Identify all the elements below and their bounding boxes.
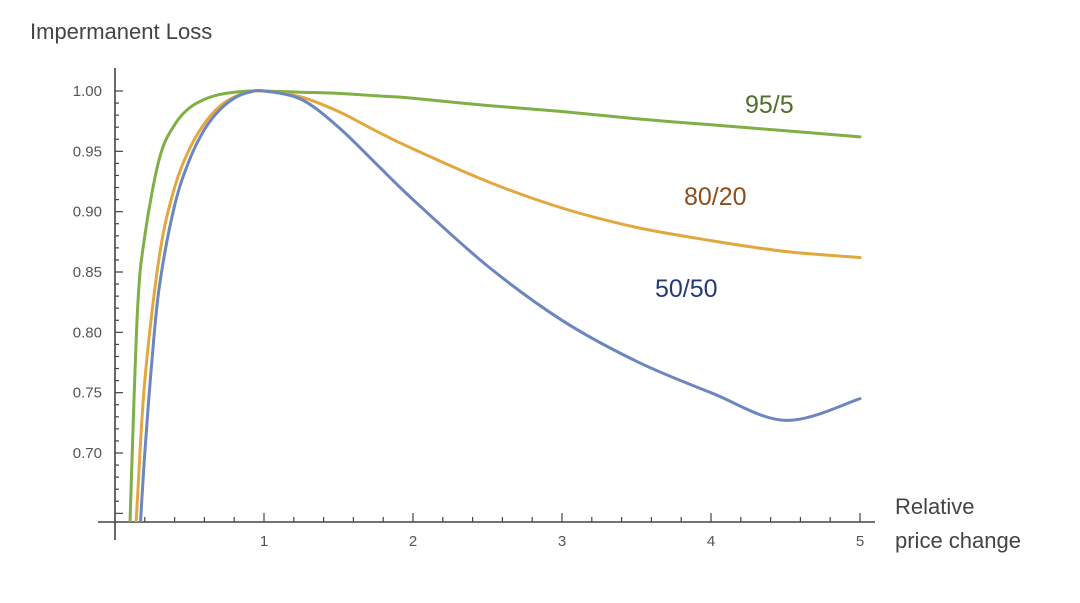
x-axis-title-line-1: Relative: [895, 494, 974, 519]
series-line-95-5: [128, 89, 862, 522]
x-tick-label: 5: [856, 533, 864, 550]
x-tick-label: 4: [707, 533, 715, 550]
y-tick-label: 0.95: [73, 143, 102, 160]
series-line-50-50: [139, 89, 862, 522]
series-curves: [128, 89, 862, 522]
x-tick-label: 1: [260, 533, 268, 550]
y-tick-label: 1.00: [73, 83, 102, 100]
y-tick-label: 0.75: [73, 385, 102, 402]
series-label-95-5: 95/5: [745, 91, 794, 119]
y-tick-label: 0.80: [73, 324, 102, 341]
x-axis-title-line-2: price change: [895, 528, 1021, 553]
series-label-50-50: 50/50: [655, 275, 718, 303]
x-tick-label: 3: [558, 533, 566, 550]
y-tick-label: 0.85: [73, 264, 102, 281]
series-label-80-20: 80/20: [684, 183, 747, 211]
y-tick-label: 0.70: [73, 445, 102, 462]
x-tick-label: 2: [409, 533, 417, 550]
y-axis-title: Impermanent Loss: [30, 19, 212, 44]
y-tick-label: 0.90: [73, 204, 102, 221]
series-labels: 95/5 80/20 50/50: [655, 91, 794, 303]
series-line-80-20: [134, 89, 862, 522]
axes: 0.70 0.75 0.80 0.85 0.90 0.95 1.00 1 2 3 4 5: [73, 68, 875, 550]
